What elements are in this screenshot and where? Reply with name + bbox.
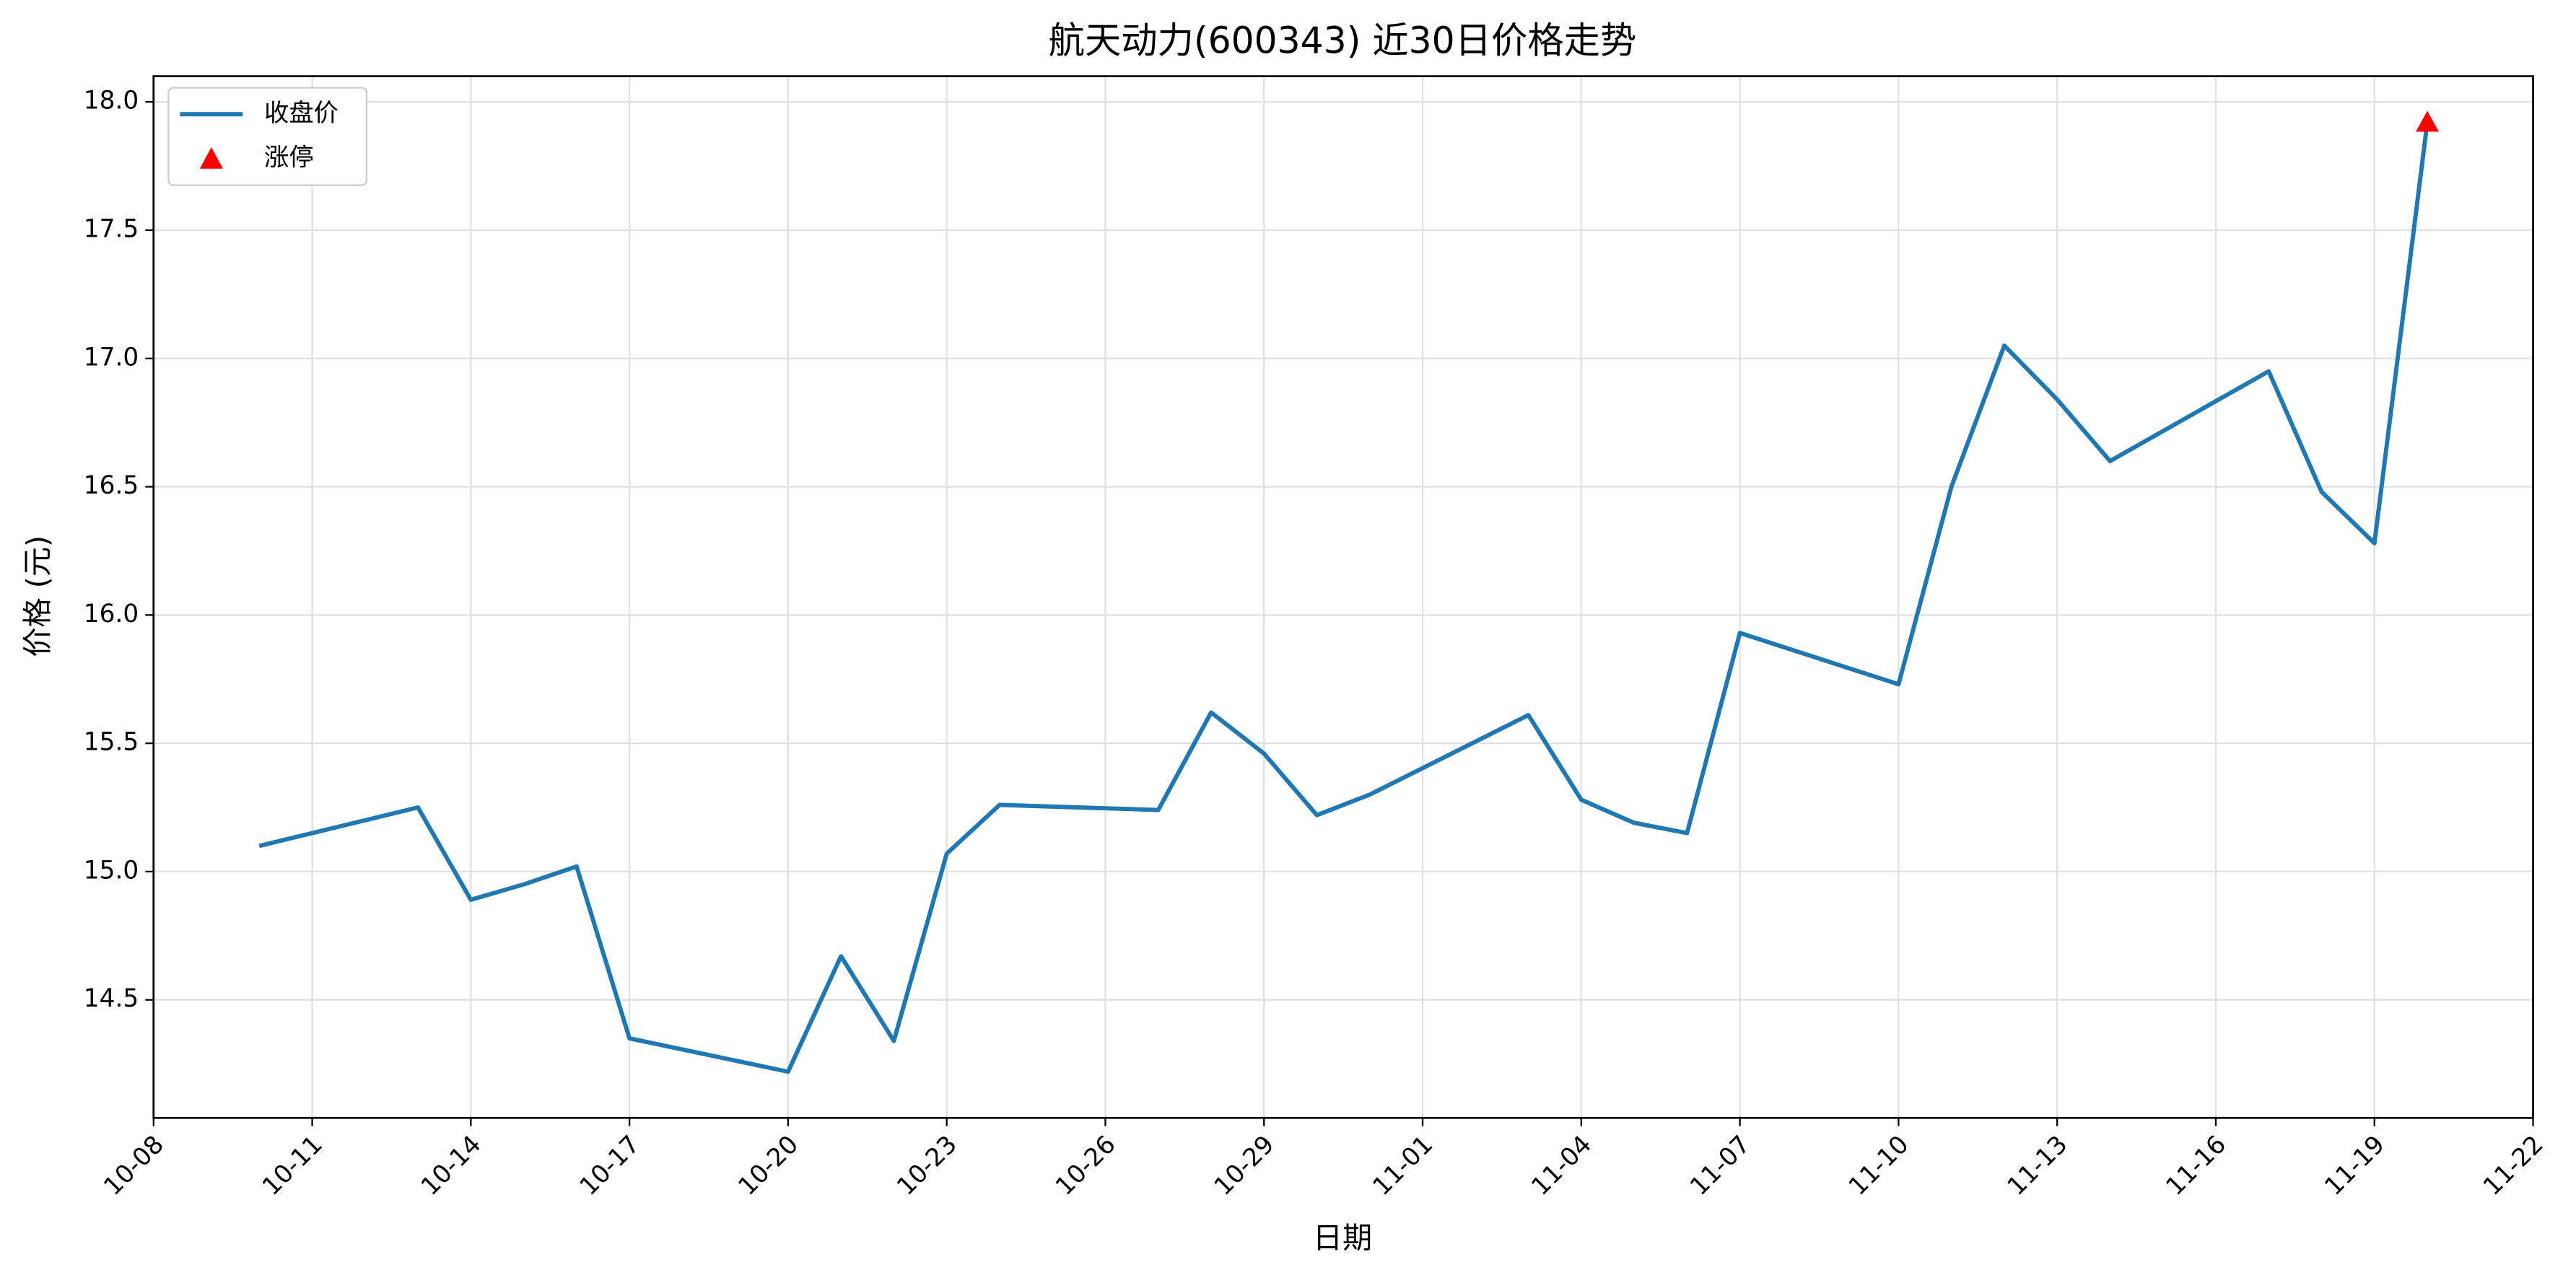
y-tick-label: 17.0 — [84, 343, 139, 372]
plot-frame — [152, 75, 2534, 1119]
y-tick-label: 15.0 — [84, 856, 139, 885]
limit-up-marker — [2415, 110, 2440, 132]
y-tick-label: 16.0 — [84, 600, 139, 628]
legend-label: 涨停 — [264, 144, 314, 172]
y-tick-label: 14.5 — [84, 984, 139, 1013]
y-tick-label: 17.5 — [84, 214, 139, 243]
price-line — [258, 122, 2429, 1074]
y-tick-label: 18.0 — [84, 87, 139, 115]
y-tick-label: 15.5 — [84, 728, 139, 757]
legend-swatch — [199, 147, 223, 169]
chart-title: 航天动力(600343) 近30日价格走势 — [1049, 19, 1637, 61]
y-tick-label: 16.5 — [84, 471, 139, 500]
legend-label: 收盘价 — [264, 99, 339, 128]
x-axis-label: 日期 — [1313, 1221, 1372, 1256]
y-axis-label: 价格 (元) — [20, 535, 55, 657]
